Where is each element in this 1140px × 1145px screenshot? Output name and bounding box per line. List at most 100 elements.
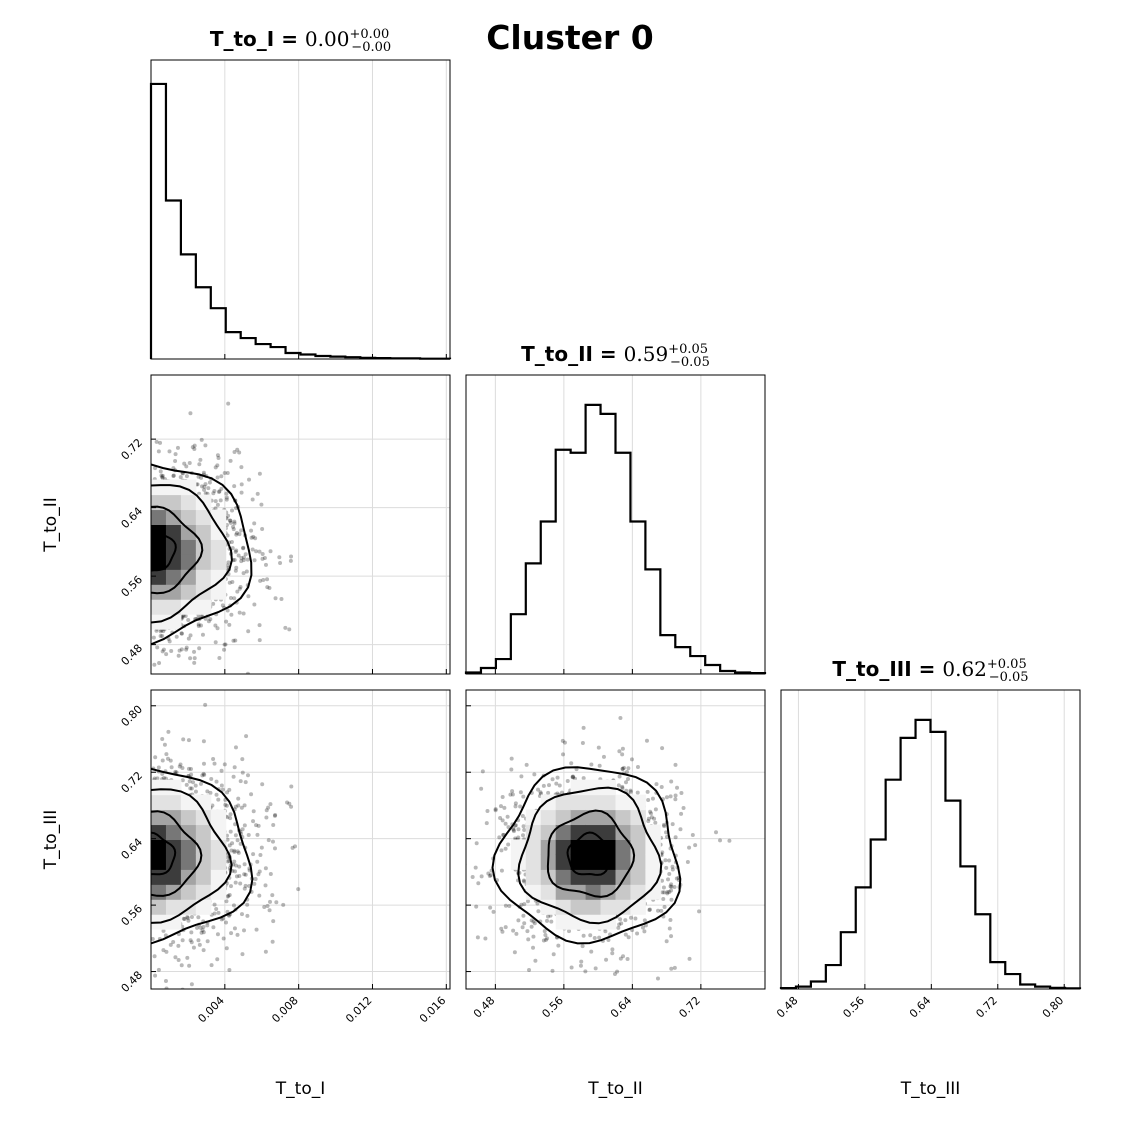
- scatter-point: [620, 766, 625, 771]
- scatter-point: [451, 840, 455, 844]
- density-cell: [555, 824, 572, 840]
- scatter-point: [179, 963, 184, 968]
- scatter-point: [196, 624, 201, 629]
- scatter-point: [635, 931, 640, 936]
- scatter-point: [474, 841, 479, 846]
- scatter-point: [669, 888, 674, 893]
- density-cell: [151, 884, 167, 900]
- density-cell: [585, 854, 602, 870]
- scatter-point: [243, 552, 248, 557]
- scatter-point: [670, 867, 675, 872]
- scatter-point: [162, 742, 167, 747]
- scatter-point: [479, 874, 484, 879]
- scatter-point: [500, 794, 505, 799]
- scatter-point: [257, 549, 262, 554]
- scatter-point: [262, 905, 267, 910]
- scatter-point: [289, 554, 294, 559]
- density-cell: [555, 854, 572, 870]
- scatter-point: [219, 768, 224, 773]
- scatter-point: [503, 821, 508, 826]
- scatter-point: [201, 771, 206, 776]
- y-tick-label: 0.64: [119, 836, 146, 863]
- scatter-point: [513, 823, 518, 828]
- scatter-point: [542, 929, 547, 934]
- scatter-point: [662, 890, 667, 895]
- density-cell: [180, 509, 197, 525]
- joint-content: [151, 702, 301, 989]
- scatter-point: [283, 625, 288, 630]
- joint-content: [151, 401, 294, 686]
- scatter-point: [521, 878, 526, 883]
- scatter-point: [674, 876, 679, 881]
- scatter-point: [163, 776, 168, 781]
- density-cell: [615, 899, 631, 915]
- joint-frame-T_to_I-T_to_II: [150, 374, 451, 675]
- density-cell: [151, 869, 167, 885]
- scatter-point: [182, 461, 187, 466]
- scatter-point: [578, 963, 583, 968]
- density-cell: [180, 524, 197, 540]
- scatter-point: [240, 770, 245, 775]
- scatter-point: [666, 877, 671, 882]
- scatter-point: [164, 752, 169, 757]
- scatter-point: [571, 775, 576, 780]
- scatter-point: [151, 937, 155, 942]
- scatter-point: [236, 850, 241, 855]
- scatter-point: [191, 780, 196, 785]
- scatter-point: [173, 955, 178, 960]
- scatter-point: [213, 677, 217, 681]
- scatter-point: [649, 815, 654, 820]
- scatter-point: [288, 558, 293, 563]
- density-cell: [151, 479, 167, 496]
- scatter-point: [151, 635, 156, 640]
- density-cell: [151, 839, 167, 855]
- density-cell: [180, 824, 197, 840]
- density-cell: [510, 839, 527, 855]
- scatter-point: [222, 470, 227, 475]
- scatter-point: [216, 910, 221, 915]
- scatter-point: [687, 956, 692, 961]
- scatter-point: [193, 783, 198, 788]
- scatter-point: [153, 466, 158, 471]
- scatter-point: [197, 942, 202, 947]
- scatter-point: [171, 474, 176, 479]
- density-cell: [151, 794, 167, 811]
- scatter-point: [234, 874, 239, 879]
- scatter-point: [550, 968, 555, 973]
- scatter-point: [189, 982, 194, 987]
- scatter-point: [589, 949, 594, 954]
- scatter-point: [503, 925, 508, 930]
- density-cell: [165, 524, 182, 540]
- scatter-point: [227, 580, 232, 585]
- scatter-point: [516, 835, 521, 840]
- scatter-point: [166, 729, 171, 734]
- stat-plus: +0.05: [987, 657, 1027, 672]
- scatter-point: [154, 628, 159, 633]
- scatter-point: [213, 465, 218, 470]
- scatter-point: [503, 846, 508, 851]
- scatter-point: [231, 527, 236, 532]
- scatter-point: [176, 958, 181, 963]
- y-tick-label: 0.48: [119, 968, 146, 995]
- scatter-point: [669, 884, 674, 889]
- scatter-point: [616, 925, 621, 930]
- hist-line-T_to_III: [779, 718, 1082, 990]
- scatter-point: [529, 918, 534, 923]
- scatter-point: [251, 534, 256, 539]
- scatter-point: [187, 682, 191, 686]
- scatter-point: [620, 746, 625, 751]
- density-cell: [555, 809, 572, 826]
- scatter-point: [257, 893, 262, 898]
- scatter-point: [670, 864, 675, 869]
- scatter-point: [200, 484, 205, 489]
- scatter-point: [653, 807, 658, 812]
- scatter-point: [232, 859, 237, 864]
- density-cell: [151, 779, 167, 796]
- density-cell: [630, 824, 646, 840]
- density-cell: [165, 599, 182, 615]
- scatter-point: [257, 869, 262, 874]
- scatter-point: [215, 932, 220, 937]
- scatter-point: [245, 902, 250, 907]
- scatter-point: [214, 792, 219, 797]
- scatter-point: [228, 829, 233, 834]
